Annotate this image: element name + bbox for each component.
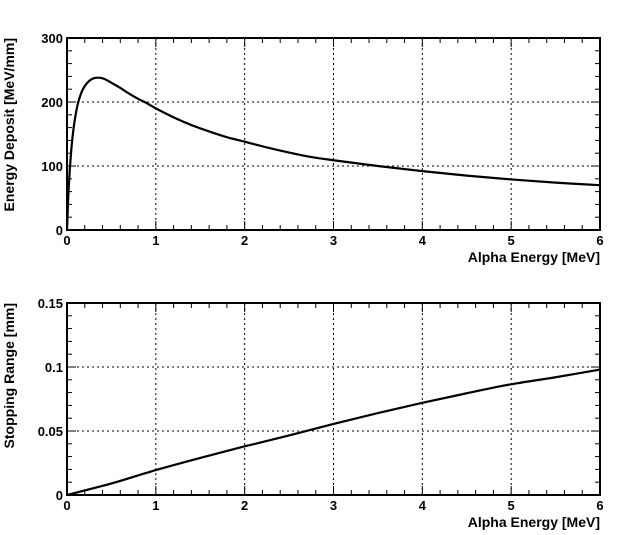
x-axis-label: Alpha Energy [MeV] xyxy=(468,514,600,530)
y-tick-label: 0 xyxy=(56,223,63,238)
y-tick-label: 200 xyxy=(41,95,63,110)
x-tick-labels: 0 1 2 3 4 5 6 xyxy=(63,498,603,513)
x-tick-label: 3 xyxy=(330,233,337,248)
y-axis-label: Stopping Range [mm] xyxy=(1,303,17,448)
y-tick-label: 300 xyxy=(41,31,63,46)
y-tick-label: 0 xyxy=(56,488,63,503)
y-tick-label: 0.15 xyxy=(38,296,63,311)
grid xyxy=(67,303,600,495)
series-group xyxy=(65,76,601,231)
plot-frame xyxy=(66,37,601,231)
y-tick-label: 0.1 xyxy=(45,360,63,375)
energy-deposit-panel: 0 1 2 3 4 5 6 0 100 200 300 Alpha Energy [MeV] En… xyxy=(1,31,604,265)
plot-frame xyxy=(66,302,601,496)
x-tick-label: 5 xyxy=(508,233,515,248)
x-tick-label: 5 xyxy=(508,498,515,513)
series-group xyxy=(66,368,601,497)
grid xyxy=(67,38,600,230)
x-axis-label: Alpha Energy [MeV] xyxy=(468,249,600,265)
y-axis-label: Energy Deposit [MeV/mm] xyxy=(1,38,17,211)
x-tick-label: 0 xyxy=(63,498,70,513)
series-line xyxy=(66,368,601,497)
x-tick-label: 2 xyxy=(241,498,248,513)
x-tick-label: 1 xyxy=(152,233,159,248)
x-tick-label: 3 xyxy=(330,498,337,513)
x-tick-labels: 0 1 2 3 4 5 6 xyxy=(63,233,603,248)
x-tick-label: 4 xyxy=(419,498,427,513)
x-tick-label: 6 xyxy=(596,233,603,248)
x-tick-label: 2 xyxy=(241,233,248,248)
y-tick-labels: 0 100 200 300 xyxy=(41,31,63,238)
y-tick-label: 0.05 xyxy=(38,424,63,439)
y-tick-labels: 0 0.05 0.1 0.15 xyxy=(38,296,63,503)
x-tick-label: 0 xyxy=(63,233,70,248)
x-tick-label: 1 xyxy=(152,498,159,513)
series-line xyxy=(65,76,601,231)
y-tick-label: 100 xyxy=(41,159,63,174)
x-tick-label: 4 xyxy=(419,233,427,248)
x-tick-label: 6 xyxy=(596,498,603,513)
